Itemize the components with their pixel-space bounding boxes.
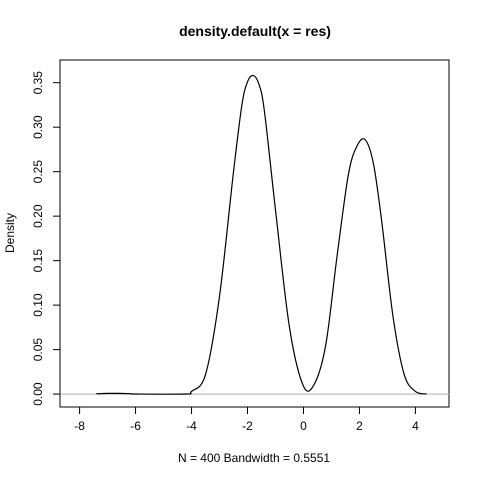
x-tick-label: 4 [412,419,419,433]
x-axis: -8 -6 -4 -2 0 2 4 [74,406,419,433]
x-tick-label: -6 [130,419,141,433]
y-tick-label: 0.00 [31,382,45,406]
density-curve [96,74,427,395]
y-tick-label: 0.25 [31,160,45,184]
y-tick-label: 0.05 [31,338,45,362]
y-tick-label: 0.15 [31,249,45,273]
y-tick-label: 0.35 [31,71,45,95]
x-tick-label: 2 [356,419,363,433]
x-tick-label: -8 [74,419,85,433]
y-tick-label: 0.10 [31,293,45,317]
y-axis-label: Density [3,213,17,253]
y-tick-label: 0.20 [31,204,45,228]
y-tick-label: 0.30 [31,115,45,139]
y-axis: 0.00 0.05 0.10 0.15 0.20 0.25 0.30 0.35 [31,71,61,406]
x-tick-label: -4 [186,419,197,433]
x-axis-label: N = 400 Bandwidth = 0.5551 [178,451,330,465]
chart-title: density.default(x = res) [179,23,331,39]
x-tick-label: -2 [242,419,253,433]
x-tick-label: 0 [300,419,307,433]
